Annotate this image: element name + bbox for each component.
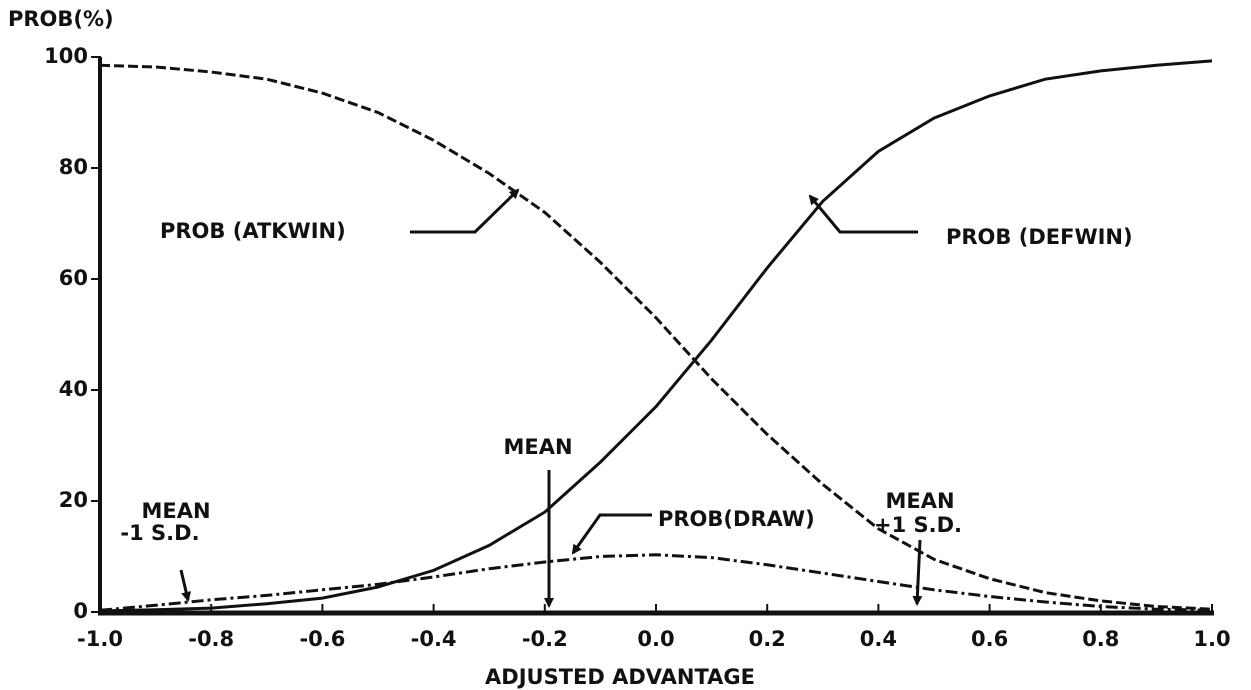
annotation: MEAN: [141, 499, 210, 523]
y-tick-label: 60: [59, 266, 88, 290]
x-tick-label: -0.6: [299, 627, 345, 651]
x-tick-label: 0.8: [1082, 627, 1119, 651]
minus-sd-arrow: [179, 569, 192, 602]
y-tick-label: 40: [59, 377, 88, 401]
atkwin-arrow: [410, 188, 520, 234]
y-tick-label: 80: [59, 155, 88, 179]
series-line: [99, 59, 1213, 613]
annotation: +1 S.D.: [874, 513, 962, 537]
annotation: -1 S.D.: [120, 521, 199, 545]
x-tick-label: -0.4: [411, 627, 457, 651]
defwin-arrow: [808, 194, 918, 234]
x-tick-label: -1.0: [77, 627, 123, 651]
x-tick-label: 0.6: [971, 627, 1008, 651]
annotation: MEAN: [885, 489, 954, 513]
annotation: MEAN: [503, 435, 572, 459]
x-tick-label: 0.4: [860, 627, 897, 651]
y-tick-label: 100: [44, 44, 88, 68]
x-tick-label: -0.8: [188, 627, 234, 651]
series-label: PROB(DRAW): [658, 507, 815, 531]
x-tick-label: 0.0: [637, 627, 674, 651]
series-line: [99, 553, 1213, 612]
y-tick-label: 20: [59, 488, 88, 512]
x-axis-label: ADJUSTED ADVANTAGE: [485, 665, 755, 689]
x-tick-label: -0.2: [522, 627, 568, 651]
x-tick-label: 1.0: [1193, 627, 1230, 651]
series-label: PROB (ATKWIN): [160, 219, 346, 243]
y-tick-label: 0: [73, 599, 88, 623]
x-tick-label: 0.2: [749, 627, 786, 651]
series-line: [99, 63, 1213, 611]
series-label: PROB (DEFWIN): [946, 225, 1133, 249]
draw-arrow: [571, 513, 652, 555]
y-axis-label: PROB(%): [8, 7, 114, 31]
